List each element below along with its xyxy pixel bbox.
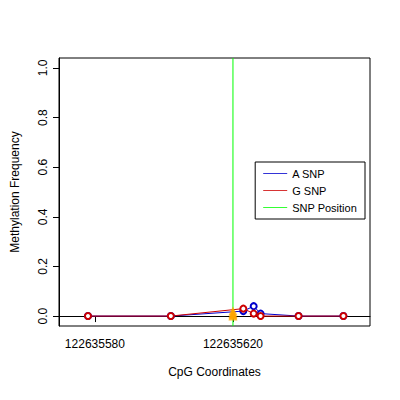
svg-text:122635580: 122635580	[65, 337, 125, 351]
svg-text:Methylation Frequency: Methylation Frequency	[8, 131, 22, 252]
svg-text:CpG Coordinates: CpG Coordinates	[168, 365, 261, 379]
svg-text:122635620: 122635620	[203, 337, 263, 351]
svg-text:A SNP: A SNP	[292, 168, 324, 180]
svg-text:0.4: 0.4	[36, 208, 50, 225]
svg-text:SNP Position: SNP Position	[292, 202, 357, 214]
svg-text:0.8: 0.8	[36, 109, 50, 126]
svg-text:0.2: 0.2	[36, 258, 50, 275]
svg-text:G SNP: G SNP	[292, 185, 326, 197]
svg-text:0.6: 0.6	[36, 159, 50, 176]
svg-text:0.0: 0.0	[36, 307, 50, 324]
svg-text:1.0: 1.0	[36, 59, 50, 76]
